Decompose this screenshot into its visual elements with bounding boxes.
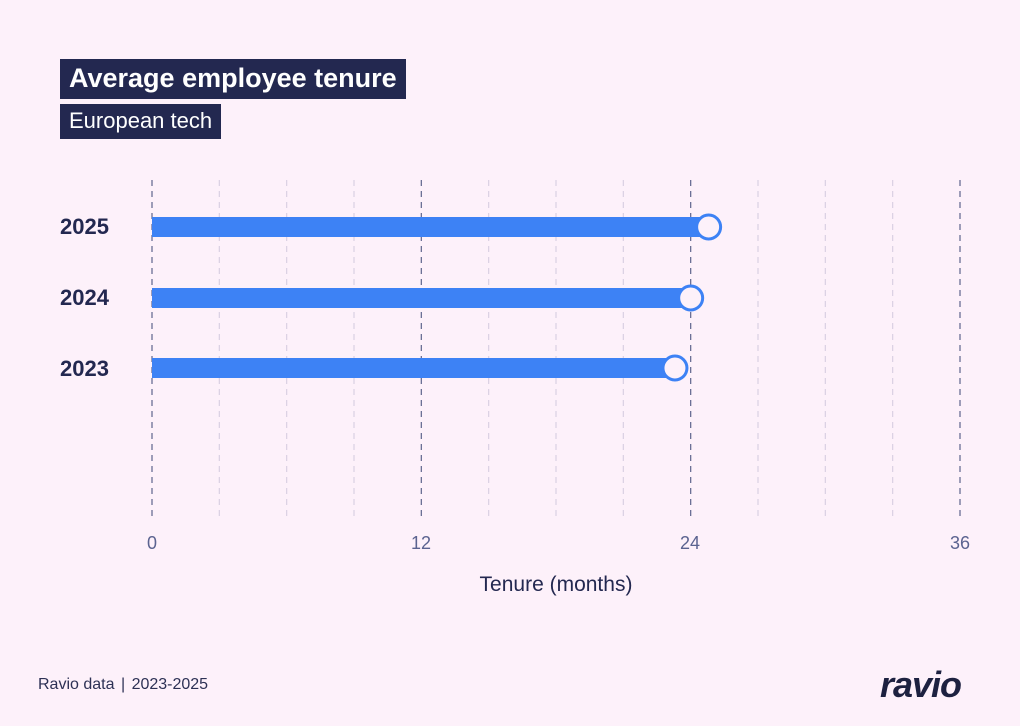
bars [152,213,723,382]
bar-2023 [152,358,675,378]
y-label-2024: 2024 [60,285,109,310]
footer-source: Ravio data | 2023-2025 [38,676,208,694]
bar-2025 [152,217,709,237]
x-axis-label: Tenure (months) [479,573,633,596]
x-tick-24: 24 [679,533,701,553]
marker-2024 [677,284,705,312]
x-tick-12: 12 [410,533,432,553]
chart-subtitle: European tech [60,104,222,139]
footer-source-name: Ravio data [38,676,115,693]
footer-period: 2023-2025 [131,676,209,693]
x-tick-36: 36 [949,533,971,553]
footer-separator: | [120,676,126,693]
x-tick-0: 0 [146,533,158,553]
bar-2024 [152,288,691,308]
marker-2025 [695,213,723,241]
y-label-2025: 2025 [60,214,109,239]
y-label-2023: 2023 [60,356,109,381]
chart-title: Average employee tenure [60,59,406,99]
ravio-logo: ravio [880,664,962,705]
marker-2023 [661,354,689,382]
